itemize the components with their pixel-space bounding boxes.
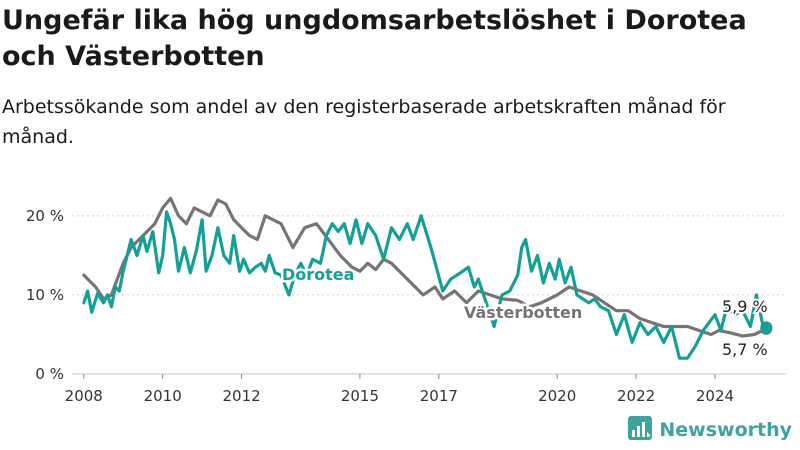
x-tick-label: 2008 xyxy=(65,387,103,405)
x-tick-label: 2015 xyxy=(341,387,379,405)
chart-subtitle: Arbetssökande som andel av den registerb… xyxy=(2,96,726,148)
bar-chart-logo-icon xyxy=(627,415,653,445)
y-tick-label: 20 % xyxy=(26,207,64,225)
series-label-vasterbotten: Västerbotten xyxy=(464,303,582,322)
series-line-vasterbotten xyxy=(82,196,768,338)
x-tick-label: 2017 xyxy=(420,387,458,405)
x-tick-label: 2022 xyxy=(617,387,655,405)
end-label-dorotea: 5,9 % xyxy=(722,297,768,316)
series-line-dorotea xyxy=(82,210,768,360)
x-tick-label: 2010 xyxy=(144,387,182,405)
label-layer: Västerbotten Dorotea 5,9 % 5,7 % xyxy=(280,263,770,362)
chart-title: Ungefär lika hög ungdomsarbetslöshet i D… xyxy=(2,5,747,72)
brand-name: Newsworthy xyxy=(659,419,792,441)
end-label-vasterbotten: 5,7 % xyxy=(722,340,768,359)
series-layer xyxy=(82,196,773,360)
y-tick-label: 10 % xyxy=(26,286,64,304)
y-tick-label: 0 % xyxy=(35,365,64,383)
series-label-dorotea: Dorotea xyxy=(282,265,354,284)
x-tick-label: 2020 xyxy=(538,387,576,405)
grid-layer xyxy=(72,215,786,375)
x-tick-label: 2024 xyxy=(696,387,734,405)
newsworthy-brand: Newsworthy xyxy=(627,415,792,445)
x-tick-label: 2012 xyxy=(222,387,260,405)
series-end-point xyxy=(760,321,773,334)
axis-layer: 0 % 10 % 20 % 2008 2010 2012 2015 2017 2020 2022 2… xyxy=(26,207,734,405)
